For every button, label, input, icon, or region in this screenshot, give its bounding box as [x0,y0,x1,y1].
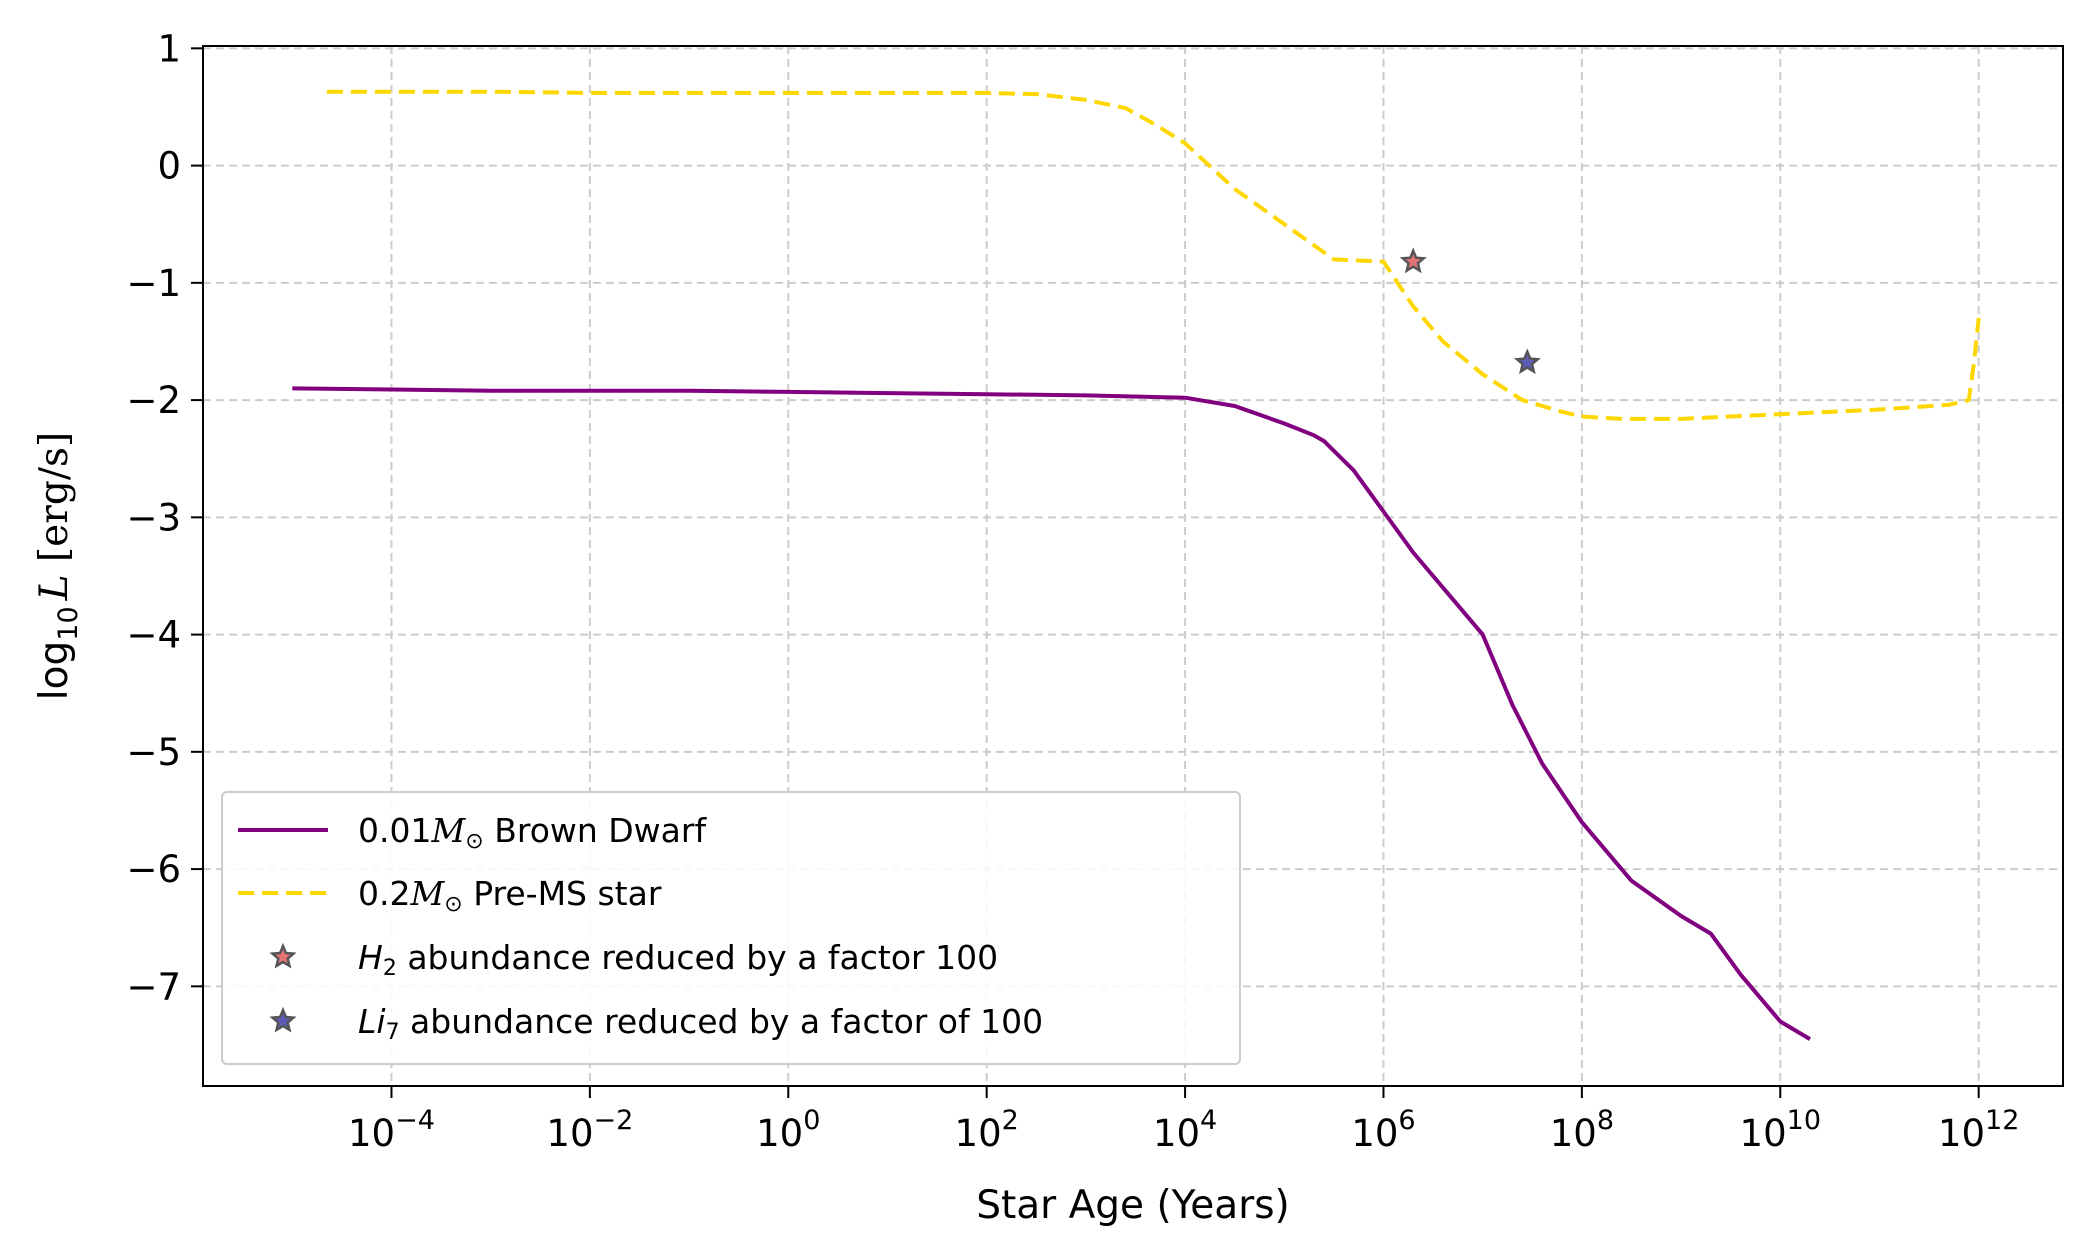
legend-box [221,791,1241,1065]
y-tick-label: −4 [126,614,181,657]
y-tick-label: −5 [126,731,181,774]
y-tick-label: 0 [157,145,181,188]
pre-ms-star-line [327,89,1981,421]
y-tick-label: −6 [126,848,181,891]
legend-h2-label: H2 abundance reduced by a factor 100 [358,938,998,981]
x-tick-label: 102 [955,1105,1019,1155]
plot-frame [202,45,2064,1087]
legend-li7-star-icon [269,1006,297,1033]
x-tick-label: 10−4 [348,1105,435,1155]
y-tick-label: −7 [126,965,181,1008]
li7-abundance-star [1513,348,1541,375]
x-tick-label: 10−2 [546,1105,633,1155]
y-tick-label: −1 [126,262,181,305]
x-tick-label: 1010 [1740,1105,1821,1155]
x-axis-ticks: 10−4 10−2 100 102 104 106 108 1010 1012 [348,1086,2019,1155]
li7-star-icon [269,1006,297,1033]
h2-star-icon [269,942,297,969]
markers-group [1399,247,1541,375]
x-tick-label: 104 [1153,1105,1217,1155]
legend-h2-star-icon [269,942,297,969]
x-tick-label: 108 [1550,1105,1614,1155]
y-tick-label: 1 [157,27,181,70]
legend-brown-dwarf-label: 0.01M⊙ Brown Dwarf [358,811,707,854]
brown-dwarf-line [292,386,1812,1041]
y-tick-label: −2 [126,379,181,422]
legend-pre-ms-label: 0.2M⊙ Pre-MS star [358,874,662,917]
legend: 0.01M⊙ Brown Dwarf 0.2M⊙ Pre-MS star H2 … [221,791,1241,1065]
y-axis-label: log10L [erg/s] [32,432,84,700]
series-group [292,89,1981,1041]
h2-abundance-star [1399,247,1427,274]
y-axis-ticks: 1 0 −1 −2 −3 −4 −5 −6 −7 [126,27,203,1008]
legend-li7-label: Li7 abundance reduced by a factor of 100 [358,1002,1043,1045]
y-tick-label: −3 [126,496,181,539]
x-axis-label: Star Age (Years) [976,1183,1290,1228]
x-tick-label: 100 [756,1105,820,1155]
x-tick-label: 1012 [1938,1105,2019,1155]
x-tick-label: 106 [1351,1105,1415,1155]
